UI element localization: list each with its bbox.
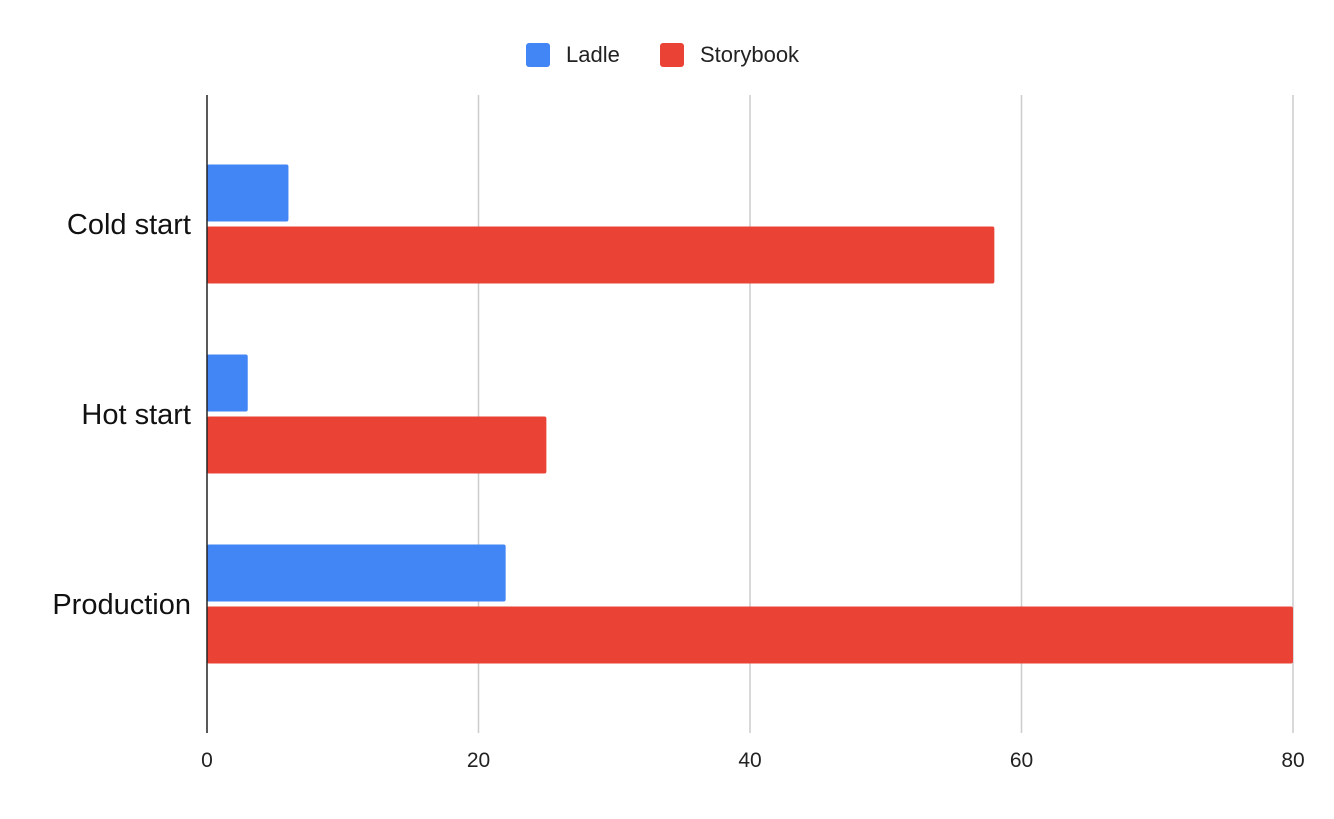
bar-cold-start-ladle	[207, 164, 289, 222]
category-labels: Cold start Hot start Production	[52, 209, 191, 621]
x-tick-label-0: 0	[201, 749, 213, 772]
category-label-hot-start: Hot start	[81, 399, 191, 431]
legend: Ladle Storybook	[526, 42, 800, 67]
bar-cold-start-storybook	[207, 226, 995, 284]
x-tick-label-20: 20	[467, 749, 490, 772]
legend-swatch-ladle	[526, 43, 550, 67]
x-tick-label-60: 60	[1010, 749, 1033, 772]
legend-swatch-storybook	[660, 43, 684, 67]
legend-label-storybook: Storybook	[700, 42, 800, 67]
x-tick-label-40: 40	[738, 749, 761, 772]
category-label-cold-start: Cold start	[67, 209, 191, 241]
legend-label-ladle: Ladle	[566, 42, 620, 67]
bar-hot-start-storybook	[207, 416, 547, 474]
bars	[207, 164, 1293, 664]
bar-production-ladle	[207, 544, 506, 602]
x-tick-label-80: 80	[1281, 749, 1304, 772]
x-tick-labels: 0 20 40 60 80	[201, 749, 1305, 772]
category-label-production: Production	[52, 589, 191, 621]
bar-hot-start-ladle	[207, 354, 248, 412]
bar-production-storybook	[207, 606, 1293, 664]
